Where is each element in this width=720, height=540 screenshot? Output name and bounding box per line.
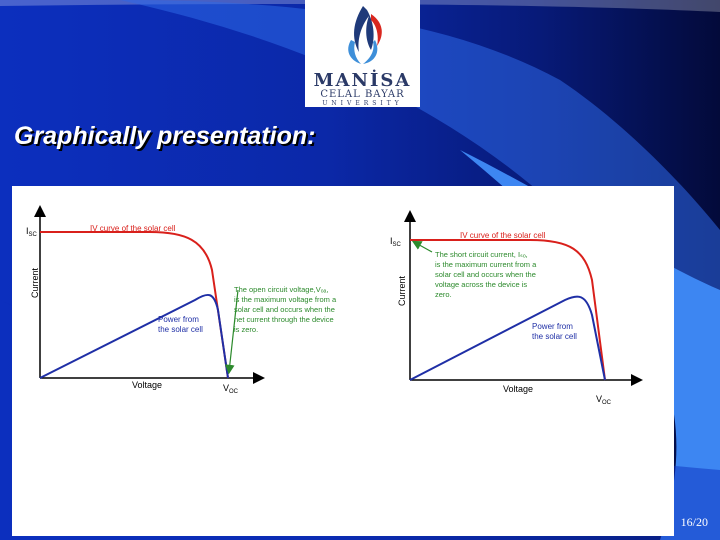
university-logo: MANİSA CELAL BAYAR UNIVERSITY [305, 0, 420, 107]
voc-label: VOC [223, 383, 239, 395]
annotation-line-4: voltage across the device is [435, 280, 527, 289]
y-axis-label: Current [30, 267, 40, 298]
iv-curve [40, 231, 229, 379]
annotation-line-3: solar cell and occurs when the [435, 270, 536, 279]
annotation-line-1: The open circuit voltage,Vₒₐ, [234, 285, 328, 294]
annotation-line-1: The short circuit current, Iₛₒ, [435, 250, 528, 259]
annotation-line-4: net current through the device [234, 315, 334, 324]
iv-curve [410, 239, 606, 381]
diagram-voc: ISC Current Voltage VOC IV curve of the … [26, 205, 337, 395]
logo-line-2: CELAL BAYAR [320, 89, 405, 100]
x-axis-label: Voltage [132, 380, 162, 390]
power-label-line-2: the solar cell [158, 325, 203, 334]
isc-label: ISC [26, 226, 38, 238]
iv-curve-label: IV curve of the solar cell [460, 231, 546, 240]
flame-logo-icon [348, 6, 382, 64]
isc-label: ISC [390, 236, 402, 248]
power-label-line-2: the solar cell [532, 332, 577, 341]
diagram-isc: ISC Current Voltage VOC IV curve of the … [390, 210, 643, 406]
annotation-line-5: is zero. [234, 325, 258, 334]
voc-pointer [225, 289, 239, 375]
power-curve [39, 293, 229, 379]
annotation-line-5: zero. [435, 290, 452, 299]
page-number: 16/20 [680, 515, 708, 529]
logo-line-3: UNIVERSITY [322, 100, 403, 107]
isc-pointer [411, 240, 433, 253]
power-curve [409, 295, 606, 381]
x-axis-label: Voltage [503, 384, 533, 394]
annotation-line-3: solar cell and occurs when the [234, 305, 335, 314]
logo-line-1: MANİSA [313, 70, 412, 91]
y-axis-label: Current [397, 275, 407, 306]
voc-label: VOC [596, 394, 612, 406]
annotation-line-2: is the maximum current from a [435, 260, 537, 269]
annotation-line-2: is the maximum voltage from a [234, 295, 337, 304]
power-label-line-1: Power from [158, 315, 199, 324]
iv-curve-label: IV curve of the solar cell [90, 224, 176, 233]
slide-title: Graphically presentation: [14, 122, 316, 150]
power-label-line-1: Power from [532, 322, 573, 331]
